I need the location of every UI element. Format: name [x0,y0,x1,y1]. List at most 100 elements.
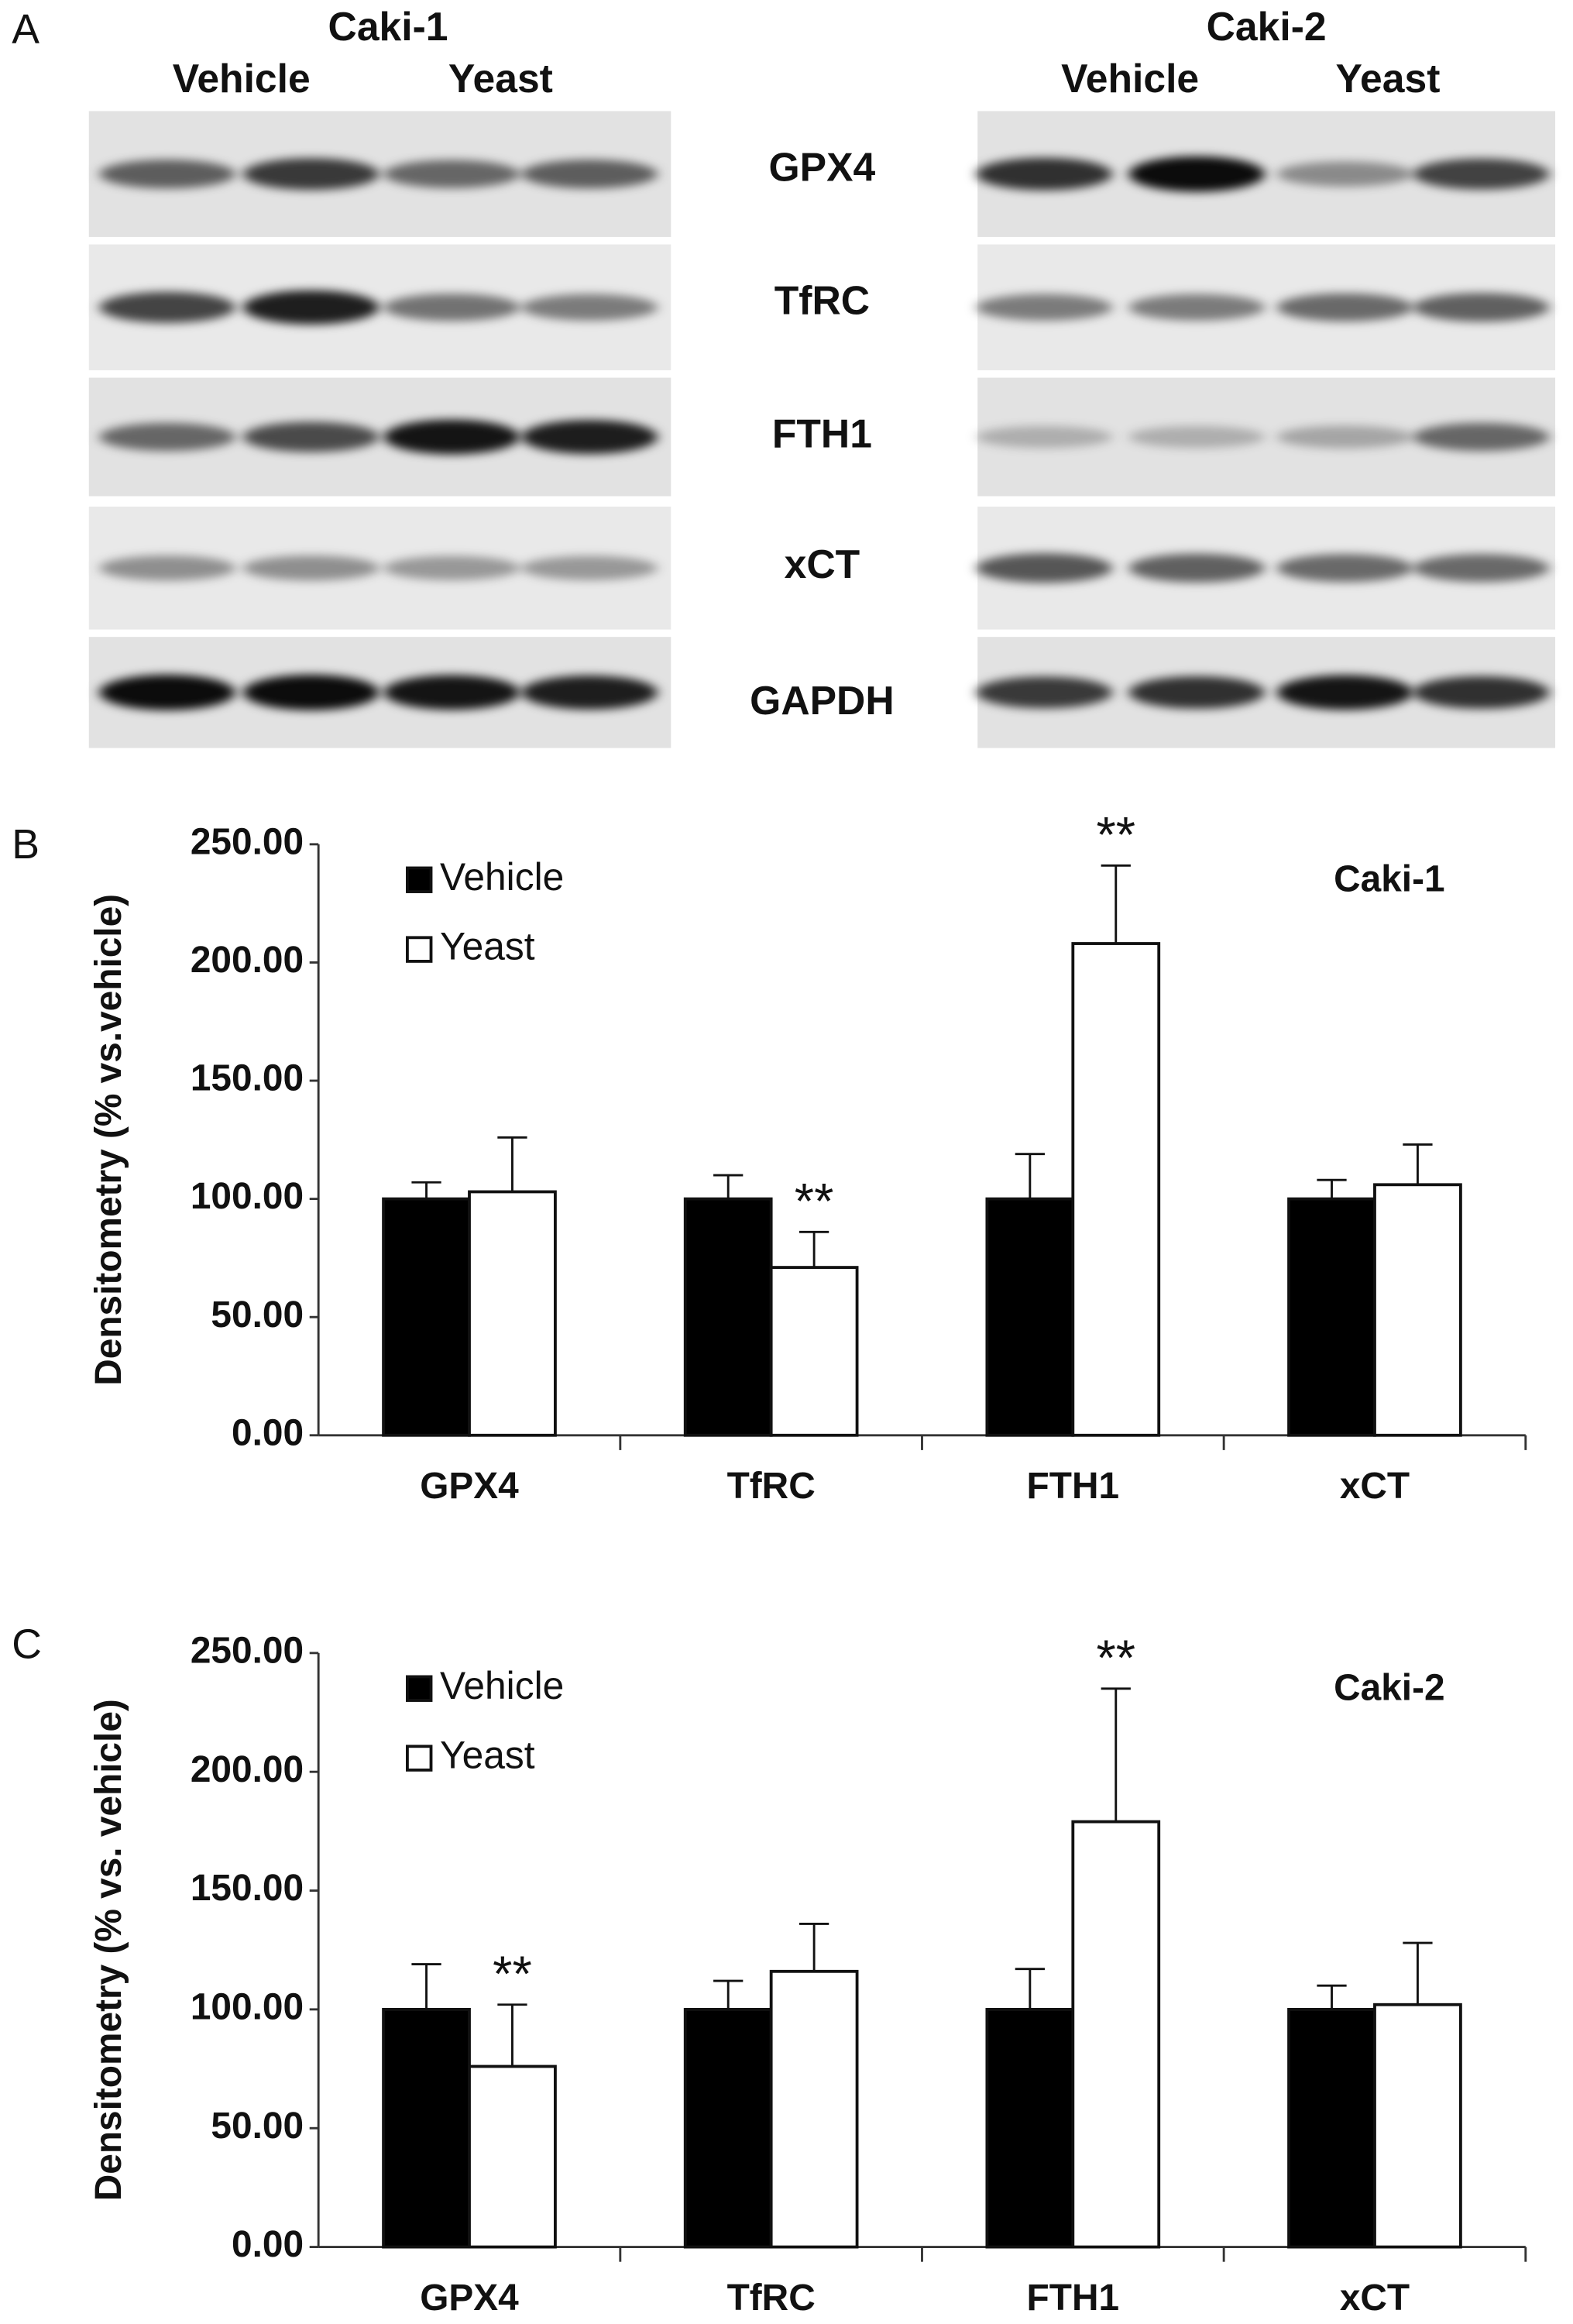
blot-band [383,160,520,188]
blot-band [976,676,1113,709]
bar [769,1969,859,2249]
bar [382,2007,471,2249]
blot-band [99,555,236,581]
y-tick-label: 0.00 [232,1412,304,1453]
blot-band [1276,293,1413,321]
group-label: Vehicle [1061,56,1199,101]
blot-band [1128,425,1266,449]
protein-label: FTH1 [772,411,872,456]
blot-band [521,160,658,189]
bar [683,1197,773,1437]
blot-band [521,675,658,710]
blot-band [242,555,380,581]
protein-label: GAPDH [750,678,894,723]
y-tick-label: 150.00 [191,1058,304,1099]
legend-label: Yeast [440,1734,535,1777]
protein-label: TfRC [774,278,870,323]
cell-line-label: Caki-1 [328,4,448,49]
blot-band [1128,156,1266,192]
x-tick-label: TfRC [727,1466,816,1507]
y-axis-label: Densitometry (% vs. vehicle) [88,1699,129,2201]
legend-swatch [406,1675,433,1702]
blot-band [1128,676,1266,709]
group-label: Yeast [1335,56,1440,101]
x-tick-label: GPX4 [420,2278,519,2319]
protein-label: xCT [785,541,860,586]
blot-band [521,555,658,581]
blot-band [1413,158,1550,190]
legend-label: Vehicle [440,1664,564,1707]
bar [1373,2003,1462,2249]
y-tick-label: 50.00 [211,1294,304,1336]
significance-marker: ** [1096,806,1135,863]
x-tick-label: FTH1 [1027,2278,1120,2319]
y-tick-label: 50.00 [211,2106,304,2147]
blot-band [1276,675,1413,710]
protein-label: GPX4 [769,145,876,190]
blot-band [383,555,520,581]
blot-band [1413,554,1550,583]
legend-label: Yeast [440,925,535,968]
bar [1071,942,1161,1437]
blot-band [383,294,520,321]
blot-band [1276,425,1413,449]
group-label: Yeast [448,56,553,101]
x-tick-label: GPX4 [420,1466,519,1507]
blot-band [1413,422,1550,452]
bar [985,2007,1075,2249]
bar [985,1197,1075,1437]
group-label: Vehicle [173,56,311,101]
bar [382,1197,471,1437]
blot-band [99,291,236,323]
panel-label: C [12,1621,42,1667]
bar [468,1190,557,1437]
x-tick-label: FTH1 [1027,1466,1120,1507]
bar [468,2064,557,2249]
bar [1287,2007,1376,2249]
legend-swatch [406,936,433,963]
legend-swatch [406,1745,433,1772]
panel-label: B [12,822,39,868]
y-tick-label: 100.00 [191,1176,304,1217]
chart-title: Caki-2 [1334,1667,1444,1708]
bar [1287,1197,1376,1437]
y-tick-label: 200.00 [191,940,304,981]
bar [683,2007,773,2249]
significance-marker: ** [1096,1630,1135,1686]
legend-label: Vehicle [440,855,564,899]
blot-band [1128,553,1266,583]
blot-band [242,290,380,325]
blot-band [976,553,1113,583]
y-tick-label: 100.00 [191,1987,304,2028]
blot-band [976,157,1113,191]
significance-marker: ** [795,1173,834,1229]
significance-marker: ** [493,1946,532,2003]
x-tick-label: xCT [1340,1466,1410,1507]
chart-title: Caki-1 [1334,858,1444,899]
bar [1071,1820,1161,2249]
y-tick-label: 0.00 [232,2224,304,2265]
blot-band [1128,294,1266,321]
blot-band [242,158,380,191]
blot-band [1276,554,1413,583]
y-tick-label: 250.00 [191,821,304,862]
blot-band [1413,293,1550,322]
panel-label: A [12,7,39,53]
blot-band [1276,161,1413,187]
blot-band [242,421,380,452]
blot-band [976,294,1113,321]
blot-band [521,420,658,455]
bar [1373,1183,1462,1437]
y-axis-label: Densitometry (% vs.vehicle) [88,894,129,1386]
y-tick-label: 150.00 [191,1868,304,1909]
blot-band [383,419,520,455]
blot-band [976,425,1113,449]
bar [769,1266,859,1437]
blot-band [99,422,236,452]
blot-band [521,294,658,321]
blot-band [242,674,380,710]
cell-line-label: Caki-2 [1207,4,1327,49]
blot-band [383,675,520,710]
